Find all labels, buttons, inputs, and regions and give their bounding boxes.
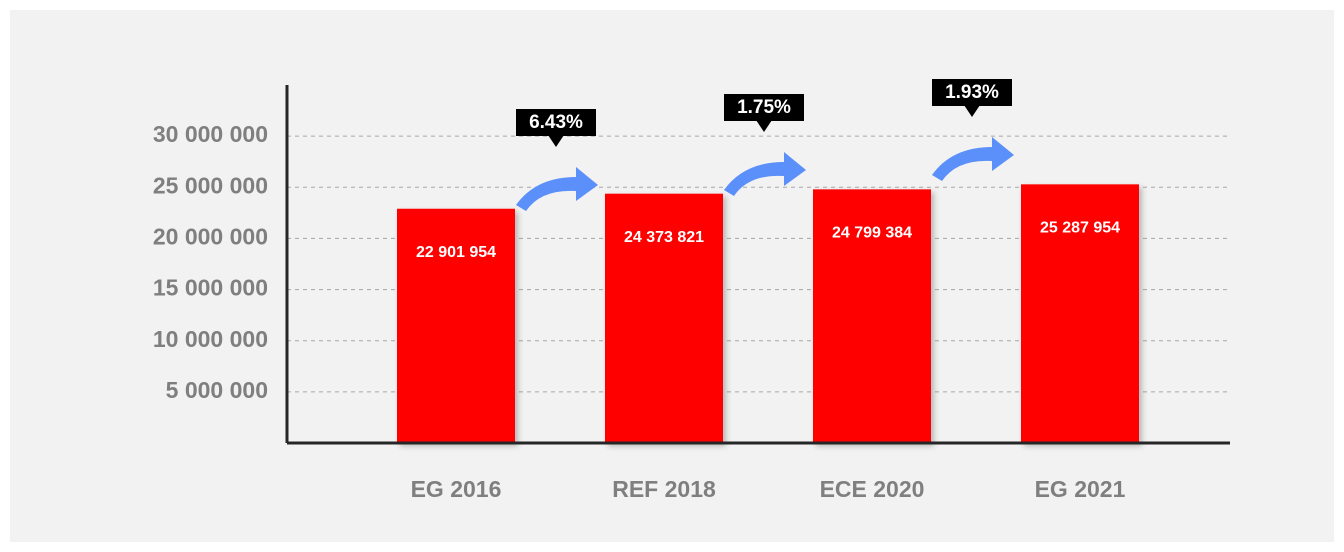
annotation: 1.75% [737,97,791,118]
y-tick-label: 25 000 000 [153,172,268,198]
bar [813,189,931,443]
y-tick-label: 15 000 000 [153,275,268,301]
bar [605,193,723,443]
growth-arrow [724,152,806,196]
bar [397,208,515,443]
callout-box [724,94,804,121]
value-label: 24 373 821 [624,229,704,246]
y-tick-label: 5 000 000 [166,377,268,403]
y-tick-label: 20 000 000 [153,224,268,250]
y-tick-label: 10 000 000 [153,326,268,352]
bar [1021,184,1139,443]
annotation: 1.93% [945,82,999,103]
annotation: 6.43% [529,112,583,133]
value-label: 22 901 954 [416,244,496,261]
callout-pointer [548,135,564,147]
x-tick-label: EG 2016 [411,476,502,502]
x-tick-label: ECE 2020 [820,476,925,502]
x-tick-label: REF 2018 [612,476,716,502]
callout-box [932,79,1012,106]
value-label: 25 287 954 [1040,220,1120,237]
callout-box [516,109,596,136]
callout-pointer [964,105,980,117]
callout-pointer [756,120,772,132]
x-tick-label: EG 2021 [1035,476,1126,502]
growth-arrow [516,167,598,211]
value-label: 24 799 384 [832,225,912,242]
growth-arrow [932,137,1014,181]
y-tick-label: 30 000 000 [153,121,268,147]
